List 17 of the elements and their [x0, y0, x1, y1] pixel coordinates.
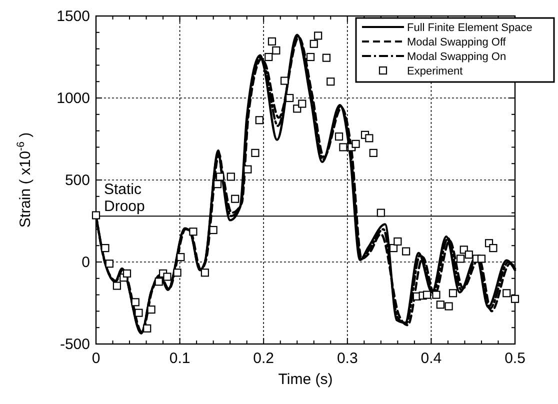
y-tick-label: 1500 — [56, 8, 90, 25]
y-tick-label: 0 — [82, 254, 90, 271]
y-tick-label: -500 — [60, 336, 90, 353]
legend-label: Modal Swapping Off — [407, 36, 507, 48]
y-tick-label: 500 — [64, 172, 90, 189]
x-tick-label: 0.3 — [336, 350, 358, 367]
x-tick-label: 0 — [92, 350, 100, 367]
x-tick-label: 0.2 — [253, 350, 274, 367]
legend-label: Modal Swapping On — [407, 51, 506, 63]
ref-line-label: Static Droop — [104, 181, 145, 216]
x-axis-title: Time (s) — [278, 371, 333, 388]
legend-label: Experiment — [407, 66, 463, 78]
y-tick-label: 1000 — [56, 90, 90, 107]
legend-label: Full Finite Element Space — [407, 22, 532, 34]
x-tick-label: 0.1 — [169, 350, 190, 367]
x-tick-label: 0.5 — [504, 350, 526, 367]
x-tick-label: 0.4 — [420, 350, 442, 367]
